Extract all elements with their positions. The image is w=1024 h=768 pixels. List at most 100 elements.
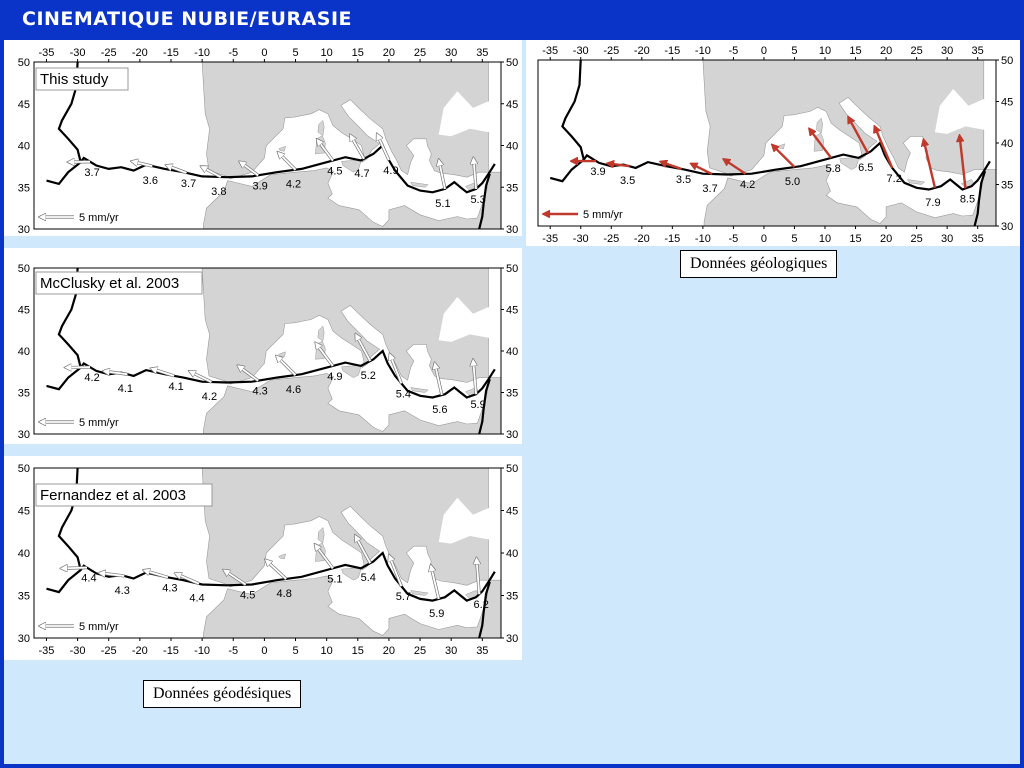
- lon-tick-label: 25: [910, 233, 922, 245]
- velocity-label: 5.1: [435, 198, 450, 210]
- lat-tick-label-right: 30: [506, 633, 518, 645]
- lon-tick-label: -10: [194, 645, 210, 657]
- velocity-arrow: [144, 570, 169, 579]
- panel-label-box: [35, 271, 203, 295]
- plate-boundary: [46, 143, 496, 194]
- velocity-arrow: [661, 162, 682, 171]
- velocity-arrow: [435, 363, 443, 396]
- scale-label: 5 mm/yr: [79, 417, 119, 429]
- velocity-arrow: [132, 161, 153, 167]
- velocity-label: 5.9: [470, 399, 485, 411]
- land-europe: [201, 62, 489, 180]
- lon-tick-label: -20: [634, 233, 650, 245]
- velocity-label: 4.3: [253, 386, 268, 398]
- velocity-arrow: [166, 165, 187, 174]
- lon-tick-label: -20: [132, 47, 148, 59]
- lon-tick-label: -5: [228, 645, 238, 657]
- land-europe: [201, 468, 489, 588]
- lon-tick-label: -25: [101, 645, 117, 657]
- velocity-arrow: [317, 140, 334, 162]
- velocity-label: 5.0: [785, 176, 800, 188]
- lat-tick-label-left: 30: [18, 224, 30, 236]
- lon-tick-label: -5: [729, 233, 739, 245]
- velocity-label: 3.7: [84, 167, 99, 179]
- velocity-label: 4.4: [189, 593, 204, 605]
- lon-tick-label: 0: [261, 47, 267, 59]
- lat-tick-label-left: 30: [18, 633, 30, 645]
- lat-tick-label-right: 35: [506, 591, 518, 603]
- map-mcclusky: 50 50 45 45 40 40 35 35 30 30 McClusky et al. 2003…: [18, 263, 519, 441]
- velocity-label: 4.4: [81, 573, 96, 585]
- lat-tick-label-left: 50: [18, 57, 30, 69]
- lon-tick-label: 25: [414, 47, 426, 59]
- lat-tick-label-left: 40: [18, 548, 30, 560]
- map-body: [538, 60, 996, 226]
- lon-tick-label: -20: [132, 645, 148, 657]
- lon-tick-label: 20: [880, 45, 892, 57]
- velocity-label: 3.9: [590, 166, 605, 178]
- lat-tick-label-right: 45: [506, 305, 518, 317]
- panel-this-study: -35 -30 -25 -20 -15 -10 -5 0 5 10 15 20 25 30 35 50 50 45…: [4, 40, 522, 236]
- lon-tick-label: 10: [819, 45, 831, 57]
- velocity-label: 3.7: [702, 183, 717, 195]
- dead-sea-fault: [478, 378, 491, 434]
- velocity-label: 5.4: [396, 388, 411, 400]
- lon-tick-label: 10: [819, 233, 831, 245]
- velocity-arrow: [608, 163, 630, 166]
- lon-tick-label: 0: [261, 645, 267, 657]
- lon-tick-label: -25: [101, 47, 117, 59]
- lat-tick-label-right: 50: [506, 263, 518, 275]
- dead-sea-fault: [973, 170, 987, 226]
- dead-sea-fault: [478, 173, 491, 229]
- island: [317, 526, 325, 544]
- lat-tick-label-left: 45: [18, 305, 30, 317]
- lon-tick-label: 15: [849, 233, 861, 245]
- scale-label: 5 mm/yr: [79, 621, 119, 633]
- velocity-label: 8.5: [960, 193, 975, 205]
- island: [317, 119, 325, 136]
- velocity-arrow: [201, 167, 222, 178]
- panel-label-box: [35, 483, 213, 507]
- velocity-label: 5.6: [432, 404, 447, 416]
- lon-tick-label: -30: [573, 233, 589, 245]
- lon-tick-label: -15: [163, 47, 179, 59]
- lat-tick-label-left: 45: [18, 99, 30, 111]
- land-europe: [201, 268, 489, 385]
- velocity-label: 4.9: [383, 165, 398, 177]
- velocity-arrow: [377, 134, 390, 161]
- velocity-arrow: [960, 136, 967, 189]
- lon-tick-label: 0: [761, 233, 767, 245]
- lon-tick-label: 20: [383, 645, 395, 657]
- lon-tick-label: -35: [39, 645, 55, 657]
- velocity-label: 4.2: [740, 179, 755, 191]
- velocity-arrow: [849, 118, 869, 154]
- lat-tick-label-right: 40: [1001, 138, 1013, 150]
- velocity-arrow: [810, 129, 833, 159]
- velocity-arrow: [278, 153, 297, 171]
- velocity-arrow: [773, 145, 796, 168]
- lon-tick-label: 15: [352, 645, 364, 657]
- velocity-arrow: [473, 360, 476, 395]
- velocity-arrow: [190, 371, 212, 383]
- lat-tick-label-right: 50: [506, 463, 518, 475]
- lat-tick-label-left: 30: [18, 429, 30, 441]
- lat-tick-label-right: 30: [506, 429, 518, 441]
- island: [907, 179, 926, 185]
- lon-tick-label: 35: [972, 45, 984, 57]
- lat-tick-label-left: 50: [18, 263, 30, 275]
- lat-tick-label-right: 45: [506, 99, 518, 111]
- velocity-arrow: [350, 135, 365, 160]
- lat-tick-label-left: 35: [18, 388, 30, 400]
- island: [816, 117, 823, 134]
- map-geologic: -35 -35 -30 -30 -25 -25 -20 -20 -15 -15 -10 -10 -5 -5…: [537, 45, 1013, 245]
- velocity-arrow: [104, 371, 128, 374]
- velocity-arrow: [355, 536, 372, 564]
- velocity-arrow: [356, 334, 372, 362]
- land-africa: [203, 167, 501, 229]
- lat-tick-label-right: 30: [1001, 221, 1013, 233]
- lon-tick-label: -30: [573, 45, 589, 57]
- velocity-label: 5.1: [327, 573, 342, 585]
- lat-tick-label-right: 35: [1001, 180, 1013, 192]
- velocity-label: 5.8: [825, 163, 840, 175]
- panel-label-box: [35, 67, 129, 91]
